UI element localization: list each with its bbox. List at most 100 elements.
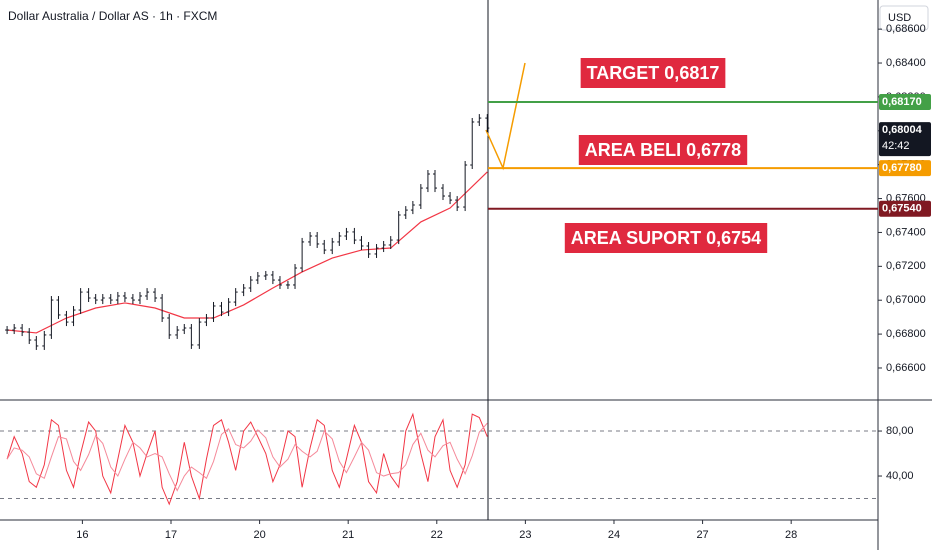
price-bar: [381, 240, 386, 253]
price-bar: [226, 298, 231, 317]
price-bar: [93, 294, 98, 305]
currency: USD: [888, 12, 911, 24]
price-bar: [344, 227, 349, 241]
price-bar: [233, 288, 238, 307]
price-bar: [5, 326, 10, 335]
price-bar: [204, 314, 209, 327]
price-bar: [219, 301, 224, 317]
level-badge-label: 0,68170: [882, 96, 922, 108]
y-tick-label: 0,68600: [886, 23, 926, 35]
y-tick-label: 0,68400: [886, 57, 926, 69]
level-badge: [879, 93, 931, 110]
y-tick-label: 80,00: [886, 425, 914, 437]
price-bar: [300, 237, 305, 273]
price-bar: [160, 294, 165, 323]
price-bar: [64, 310, 69, 327]
level-badge-label: 0,67540: [882, 203, 922, 215]
price-bar: [388, 236, 393, 249]
price-bar: [189, 323, 194, 349]
price-bar: [130, 294, 135, 305]
price-bar: [485, 114, 490, 133]
price-bar: [322, 239, 327, 255]
price-bar: [211, 301, 216, 323]
price-bar: [255, 271, 260, 285]
price-bar: [270, 270, 275, 285]
note-box: [578, 135, 748, 165]
note-box: [580, 58, 726, 88]
price-bar: [175, 326, 180, 339]
price-bar: [410, 200, 415, 215]
x-tick-label: 17: [165, 529, 177, 541]
price-bar: [263, 270, 268, 280]
note-box: [564, 223, 768, 253]
price-bar: [12, 323, 17, 335]
moving-average: [7, 171, 488, 334]
price-bar: [78, 288, 83, 315]
price-bar: [56, 296, 61, 319]
price-bar: [27, 328, 32, 345]
x-tick-label: 16: [76, 529, 88, 541]
price-bar: [153, 288, 158, 303]
price-bar: [374, 244, 379, 258]
currency-box[interactable]: [879, 5, 929, 31]
price-bar: [337, 232, 342, 246]
level-badge: [879, 200, 931, 217]
price-bar: [418, 184, 423, 209]
y-tick-label: 0,67000: [886, 294, 926, 306]
last-price-badge: [879, 122, 931, 157]
price-bar: [182, 323, 187, 335]
y-tick-label: 40,00: [886, 470, 914, 482]
oscillator-line: [6, 422, 488, 492]
price-bar: [403, 206, 408, 219]
price-bar: [42, 330, 47, 350]
price-bar: [241, 284, 246, 297]
price-bar: [330, 237, 335, 255]
price-bar: [433, 169, 438, 193]
price-bar: [308, 232, 313, 246]
price-bar: [477, 114, 482, 126]
price-bar: [463, 161, 468, 212]
price-bar: [115, 291, 120, 305]
price-bar: [20, 323, 25, 337]
x-tick-label: 23: [519, 529, 531, 541]
note-label: AREA SUPORT 0,6754: [571, 228, 761, 248]
price-bar: [49, 296, 54, 339]
price-bar: [366, 241, 371, 258]
x-tick-label: 22: [431, 529, 443, 541]
level-badge-label: 0,67780: [882, 162, 922, 174]
x-tick-label: 21: [342, 529, 354, 541]
last-price-label: 0,68004: [882, 124, 923, 136]
price-bar: [315, 232, 320, 248]
y-tick-label: 0,67400: [886, 226, 926, 238]
price-bar: [285, 280, 290, 289]
price-bar: [396, 210, 401, 245]
price-bar: [293, 264, 298, 289]
price-bar: [122, 291, 127, 303]
y-tick-label: 0,66800: [886, 328, 926, 340]
chart-title: Dollar Australia / Dollar AS · 1h · FXCM: [8, 9, 217, 23]
price-bar: [100, 294, 105, 305]
countdown: 42:42: [882, 140, 910, 152]
note-label: TARGET 0,6817: [587, 63, 720, 83]
oscillator-line: [6, 412, 488, 506]
price-bar: [34, 336, 39, 350]
price-bar: [448, 192, 453, 205]
price-bar: [425, 169, 430, 193]
price-bar: [455, 196, 460, 212]
note-label: AREA BELI 0,6778: [585, 140, 741, 160]
level-badge: [879, 160, 931, 177]
price-bar: [137, 291, 142, 305]
price-bar: [359, 236, 364, 250]
price-bar: [167, 314, 172, 339]
price-bar: [470, 117, 475, 170]
y-tick-label: 0,67200: [886, 260, 926, 272]
price-bar: [145, 288, 150, 300]
price-bar: [108, 294, 113, 305]
x-tick-label: 28: [785, 529, 797, 541]
price-bar: [440, 184, 445, 201]
price-bar: [248, 276, 253, 293]
price-bar: [277, 276, 282, 289]
